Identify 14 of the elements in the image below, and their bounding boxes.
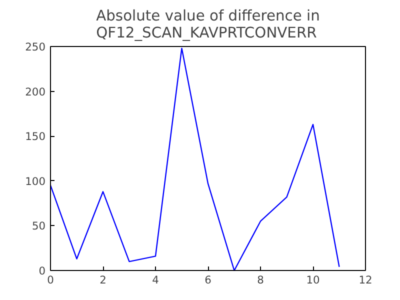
- x-tick-label: 2: [100, 274, 106, 286]
- x-tick-label: 8: [257, 274, 264, 286]
- y-tick-label: 150: [25, 130, 46, 144]
- y-tick-label: 250: [25, 40, 46, 54]
- y-tick-label: 100: [25, 174, 46, 188]
- x-tick-label: 12: [358, 274, 372, 286]
- x-tick-label: 6: [204, 274, 212, 286]
- x-tick-label: 10: [306, 274, 320, 286]
- chart-title: Absolute value of difference in QF12_SCAN_KAVPRTCONVERR: [96, 8, 320, 42]
- y-tick-label: 50: [32, 220, 46, 233]
- y-tick-label: 0: [38, 264, 46, 278]
- y-tick-label: 200: [25, 85, 46, 98]
- x-tick-label: 0: [47, 274, 54, 286]
- x-tick-label: 4: [152, 274, 160, 286]
